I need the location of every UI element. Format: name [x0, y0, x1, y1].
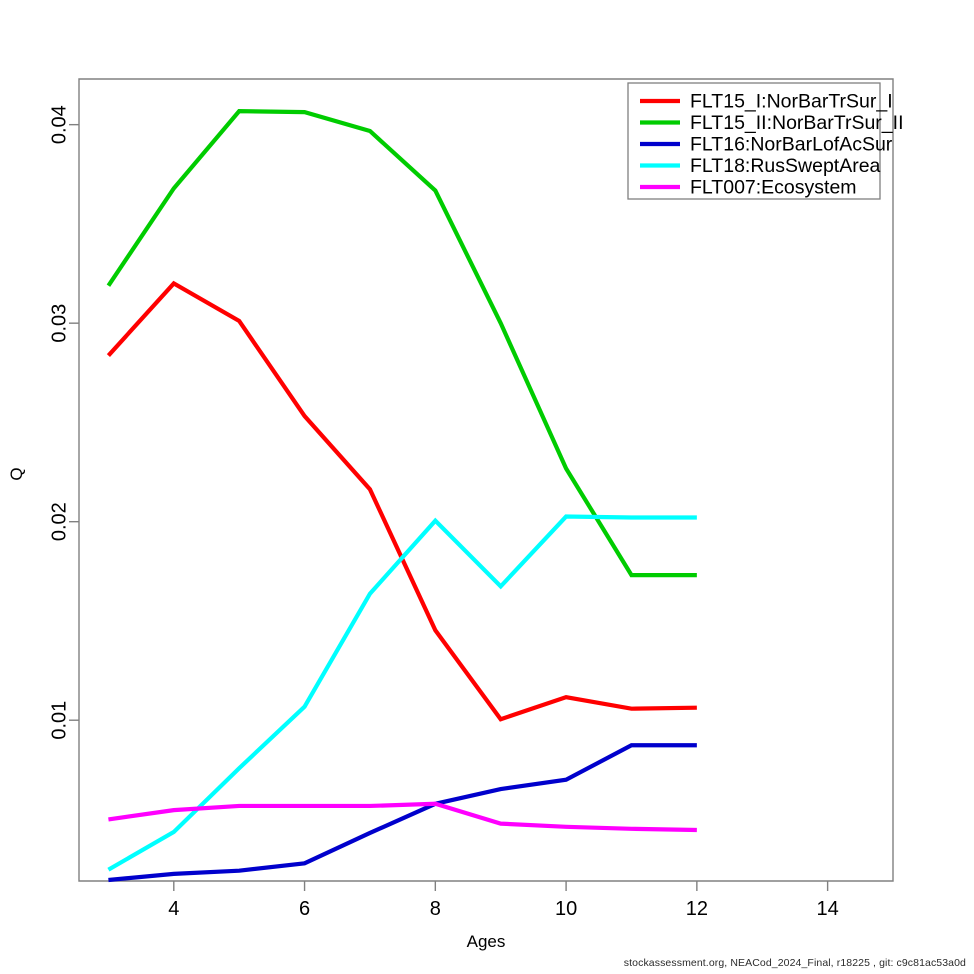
- x-tick-label: 14: [816, 898, 838, 920]
- series-line-flt18-russweptarea: [107, 514, 697, 872]
- chart-legend: FLT15_I:NorBarTrSur_IFLT15_II:NorBarTrSu…: [627, 82, 903, 200]
- x-tick-label: 6: [299, 898, 310, 920]
- series-line-flt15-ii-norbartrsur-ii: [106, 109, 697, 578]
- y-tick-label: 0.04: [48, 105, 70, 144]
- legend-label-4: FLT18:RusSweptArea: [690, 155, 881, 177]
- y-axis-title: Q: [7, 467, 26, 480]
- x-axis-title: Ages: [467, 932, 506, 951]
- y-tick-label: 0.01: [48, 701, 70, 740]
- series-lines: [106, 109, 697, 883]
- legend-label-5: FLT007:Ecosystem: [690, 177, 857, 199]
- x-tick-label: 4: [168, 898, 179, 920]
- series-line-flt007-ecosystem: [108, 801, 697, 833]
- y-tick-label: 0.02: [48, 502, 70, 541]
- x-tick-label: 8: [430, 898, 441, 920]
- plot-frame: [78, 78, 894, 882]
- series-line-flt16-norbarlofacsur: [108, 743, 697, 883]
- x-tick-label: 12: [686, 898, 708, 920]
- legend-label-1: FLT15_I:NorBarTrSur_I: [690, 91, 893, 113]
- y-tick-label: 0.03: [48, 304, 70, 343]
- legend-label-2: FLT15_II:NorBarTrSur_II: [690, 112, 903, 134]
- axis-titles: Ages Q: [7, 467, 505, 951]
- footer-caption: stockassessment.org, NEACod_2024_Final, …: [623, 957, 966, 969]
- series-line-flt15-i-norbartrsur-i: [106, 280, 697, 722]
- axes: 4 6 8 10 12 14 0.01 0.02 0.03 0.04: [48, 78, 894, 920]
- x-tick-label: 10: [555, 898, 577, 920]
- legend-label-3: FLT16:NorBarLofAcSur: [690, 134, 893, 156]
